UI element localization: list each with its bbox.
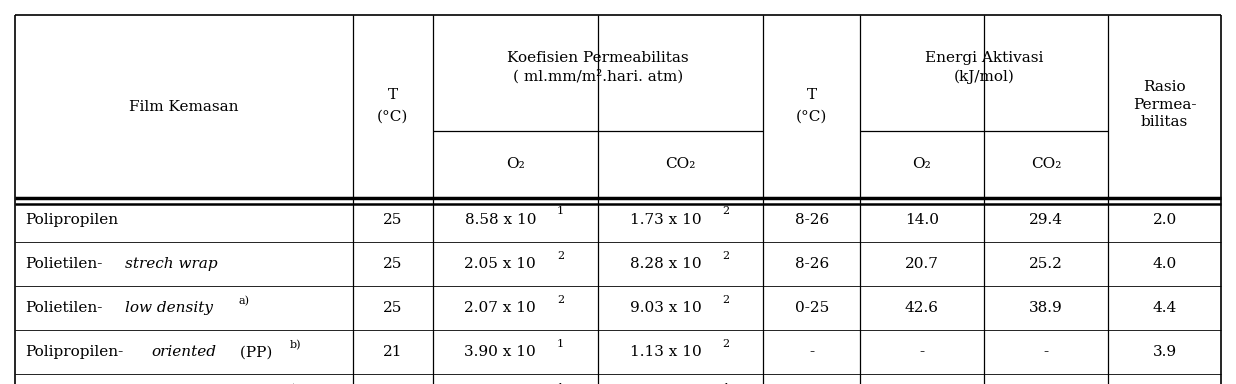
- Text: Koefisien Permeabilitas: Koefisien Permeabilitas: [507, 51, 688, 65]
- Text: Polipropilen-: Polipropilen-: [25, 345, 122, 359]
- Text: 25: 25: [383, 257, 402, 271]
- Text: -: -: [1043, 345, 1048, 359]
- Text: 4.0: 4.0: [1152, 257, 1177, 271]
- Text: 1.73 x 10: 1.73 x 10: [630, 213, 702, 227]
- Text: 2: 2: [557, 295, 564, 305]
- Text: 2: 2: [557, 250, 564, 261]
- Text: O₂: O₂: [506, 157, 524, 171]
- Text: (kJ/mol): (kJ/mol): [954, 70, 1015, 84]
- Text: 21: 21: [383, 345, 403, 359]
- Text: 4.4: 4.4: [1152, 301, 1177, 315]
- Text: 38.9: 38.9: [1030, 301, 1063, 315]
- Text: Permea-: Permea-: [1133, 98, 1196, 112]
- Text: ( ml.mm/m².hari. atm): ( ml.mm/m².hari. atm): [513, 70, 684, 84]
- Text: 2: 2: [722, 339, 729, 349]
- Text: 2: 2: [722, 295, 729, 305]
- Text: 1: 1: [557, 206, 564, 217]
- Text: bilitas: bilitas: [1141, 115, 1188, 129]
- Text: 20.7: 20.7: [905, 257, 939, 271]
- Text: 25: 25: [383, 213, 402, 227]
- Text: 14.0: 14.0: [905, 213, 939, 227]
- Text: Polietilen-: Polietilen-: [25, 301, 103, 315]
- Text: Rasio: Rasio: [1143, 80, 1187, 94]
- Text: 1: 1: [722, 383, 729, 384]
- Text: 1: 1: [557, 339, 564, 349]
- Text: 9.03 x 10: 9.03 x 10: [630, 301, 702, 315]
- Text: -: -: [920, 345, 925, 359]
- Text: 42.6: 42.6: [905, 301, 939, 315]
- Text: 2: 2: [722, 250, 729, 261]
- Text: 2.05 x 10: 2.05 x 10: [465, 257, 536, 271]
- Text: 8.28 x 10: 8.28 x 10: [630, 257, 702, 271]
- Text: 1: 1: [557, 383, 564, 384]
- Text: b): b): [290, 340, 302, 351]
- Text: 2.0: 2.0: [1152, 213, 1177, 227]
- Text: 25: 25: [383, 301, 402, 315]
- Text: CO₂: CO₂: [1031, 157, 1062, 171]
- Text: 8.58 x 10: 8.58 x 10: [465, 213, 536, 227]
- Text: Film Kemasan: Film Kemasan: [129, 99, 239, 114]
- Text: -: -: [810, 345, 815, 359]
- Text: 29.4: 29.4: [1030, 213, 1063, 227]
- Text: strech wrap: strech wrap: [125, 257, 218, 271]
- Text: CO₂: CO₂: [665, 157, 696, 171]
- Text: T: T: [388, 88, 398, 102]
- Text: (PP): (PP): [235, 345, 278, 359]
- Text: (°C): (°C): [377, 109, 408, 123]
- Text: 2: 2: [722, 206, 729, 217]
- Text: 0-25: 0-25: [795, 301, 829, 315]
- Text: Energi Aktivasi: Energi Aktivasi: [925, 51, 1043, 65]
- Text: (°C): (°C): [796, 109, 827, 123]
- Text: 8-26: 8-26: [795, 257, 829, 271]
- Text: T: T: [807, 88, 817, 102]
- Text: O₂: O₂: [912, 157, 932, 171]
- Text: a): a): [239, 296, 250, 306]
- Text: 3.90 x 10: 3.90 x 10: [465, 345, 536, 359]
- Text: 25.2: 25.2: [1030, 257, 1063, 271]
- Text: oriented: oriented: [152, 345, 216, 359]
- Text: 2.07 x 10: 2.07 x 10: [465, 301, 536, 315]
- Text: 8-26: 8-26: [795, 213, 829, 227]
- Text: Polipropilen: Polipropilen: [25, 213, 117, 227]
- Text: 1.13 x 10: 1.13 x 10: [630, 345, 702, 359]
- Text: 3.9: 3.9: [1153, 345, 1177, 359]
- Text: low density: low density: [125, 301, 213, 315]
- Text: Polietilen-: Polietilen-: [25, 257, 103, 271]
